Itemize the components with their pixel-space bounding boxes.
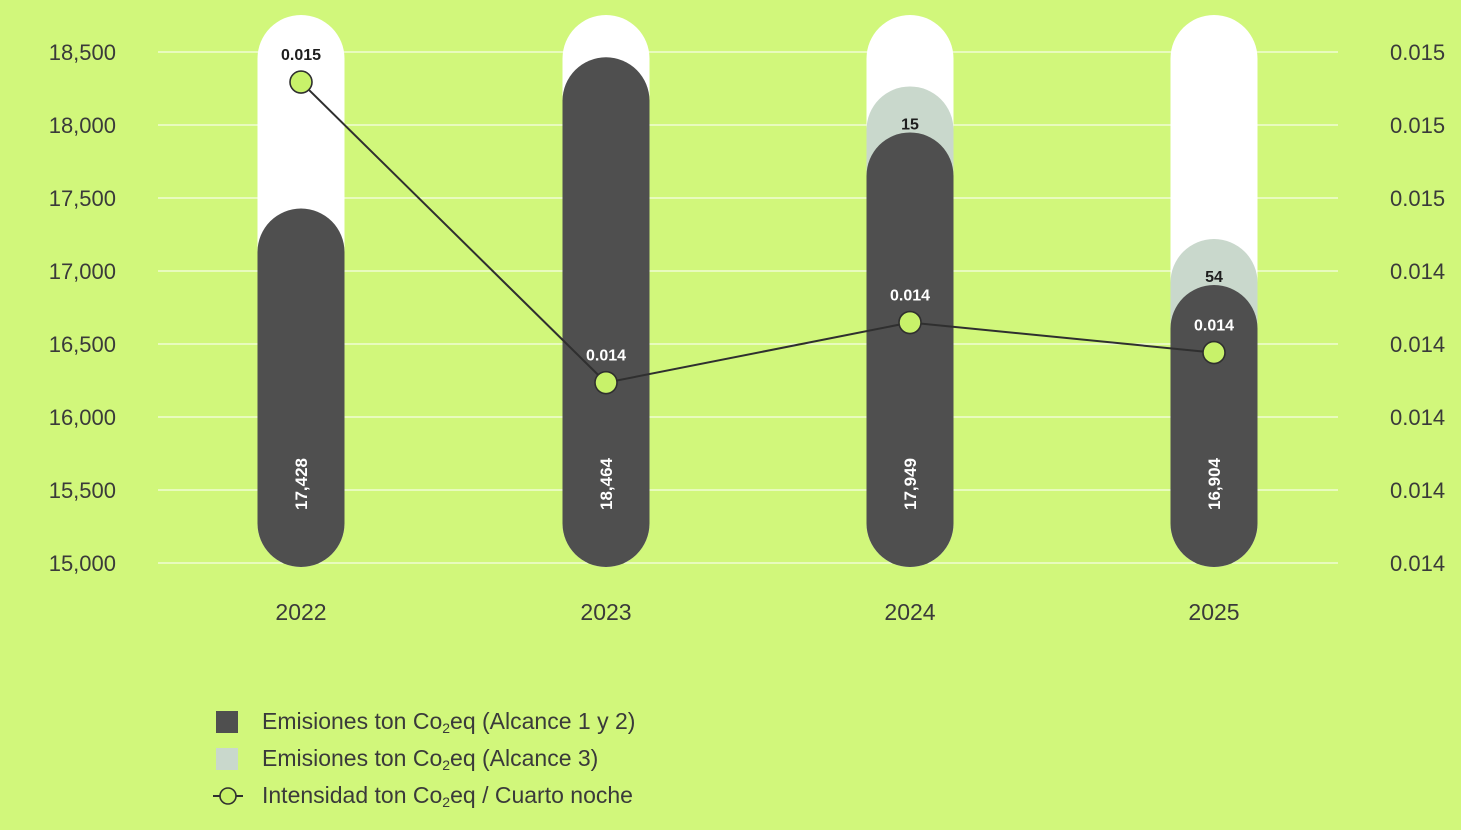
intensity-label: 0.014 [1194,318,1234,335]
intensity-label: 0.014 [890,288,930,305]
intensity-point [594,370,618,395]
intensity-line [300,81,1215,384]
y-left-tick-label: 17,500 [49,186,116,211]
intensity-label: 0.014 [586,348,626,365]
legend-item-alcance-1-2: Emisiones ton Co2eq (Alcance 1 y 2) [212,703,635,740]
y-right-tick-label: 0.014 [1390,478,1445,503]
y-left-tick-label: 16,500 [49,332,116,357]
bar-alcance-1-2 [866,132,954,568]
legend-item-alcance-3: Emisiones ton Co2eq (Alcance 3) [212,740,635,777]
bar-alcance-1-2-label: 17,949 [901,458,920,510]
intensity-point [289,70,313,94]
y-right-tick-label: 0.015 [1390,40,1445,65]
x-tick-label: 2022 [275,599,326,625]
y-right-tick-label: 0.014 [1390,551,1445,576]
legend-item-intensidad: Intensidad ton Co2eq / Cuarto noche [212,777,635,814]
line-marker-icon [213,787,243,805]
intensity-label: 0.015 [281,47,321,64]
bar-alcance-1-2-label: 17,428 [292,458,311,510]
intensity-point [898,310,922,335]
y-left-tick-label: 16,000 [49,405,116,430]
chart-legend: Emisiones ton Co2eq (Alcance 1 y 2) Emis… [212,703,635,814]
legend-label: Intensidad ton Co2eq / Cuarto noche [262,781,633,810]
y-right-tick-label: 0.014 [1390,405,1445,430]
y-left-tick-label: 18,000 [49,113,116,138]
bar-alcance-3-label: 15 [901,116,919,133]
y-right-tick-label: 0.014 [1390,332,1445,357]
bar-alcance-1-2 [562,57,650,567]
y-right-tick-label: 0.014 [1390,259,1445,284]
y-right-tick-label: 0.015 [1390,113,1445,138]
bar-alcance-3-label: 54 [1205,269,1223,286]
bar-alcance-1-2 [1170,285,1258,567]
bar-alcance-1-2-label: 18,464 [597,457,616,510]
x-tick-label: 2024 [884,599,935,625]
y-right-tick-label: 0.015 [1390,186,1445,211]
intensity-point [1202,340,1226,365]
y-left-tick-label: 18,500 [49,40,116,65]
legend-label: Emisiones ton Co2eq (Alcance 1 y 2) [262,707,636,736]
legend-label: Emisiones ton Co2eq (Alcance 3) [262,744,599,773]
y-left-tick-label: 15,500 [49,478,116,503]
y-left-tick-label: 17,000 [49,259,116,284]
legend-swatch-light [216,747,238,770]
bar-alcance-1-2-label: 16,904 [1205,457,1224,510]
x-tick-label: 2023 [580,599,631,625]
y-left-tick-label: 15,000 [49,551,116,576]
bar-alcance-1-2 [257,208,345,567]
legend-swatch-dark [216,710,238,733]
x-tick-label: 2025 [1188,599,1239,625]
